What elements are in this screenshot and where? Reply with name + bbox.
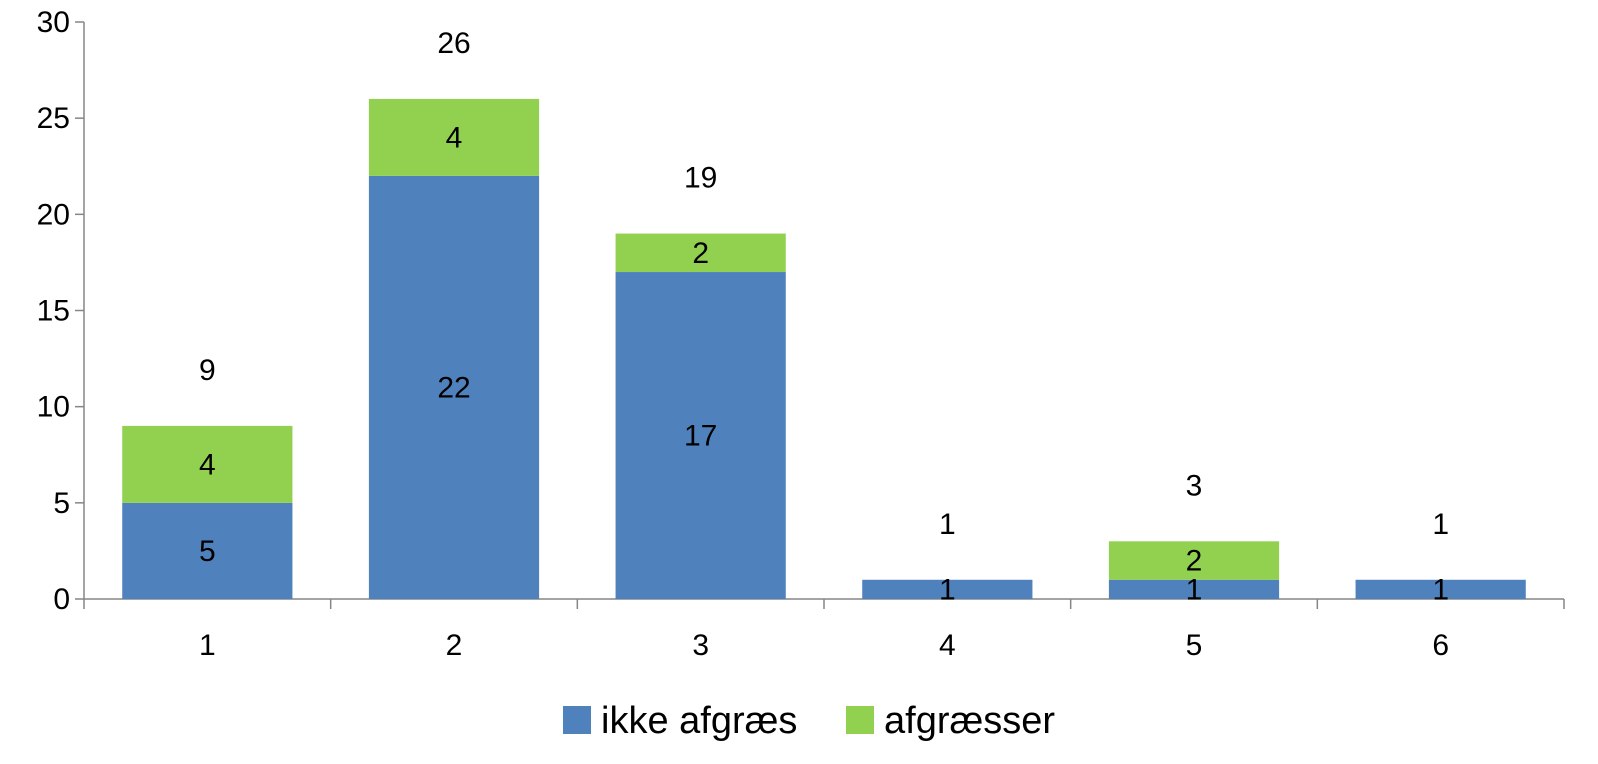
y-tick-label: 30 — [37, 6, 70, 39]
y-tick-label: 25 — [37, 102, 70, 135]
bar-value-label: 1 — [939, 573, 956, 606]
bar-total-label: 19 — [684, 162, 717, 195]
y-tick-label: 5 — [53, 487, 70, 520]
x-tick-label: 2 — [446, 629, 463, 662]
bar-value-label: 4 — [446, 121, 463, 154]
x-tick-label: 1 — [199, 629, 216, 662]
bar-value-label: 17 — [684, 420, 717, 453]
bar-value-label: 2 — [1186, 545, 1203, 578]
legend: ikke afgræs afgræsser — [563, 700, 1055, 742]
bar-total-label: 9 — [199, 354, 216, 387]
legend-label: ikke afgræs — [601, 700, 797, 742]
bar-segment — [615, 272, 786, 599]
bar-value-label: 1 — [1432, 573, 1449, 606]
bar-value-label: 1 — [1186, 573, 1203, 606]
bar-segment — [1108, 541, 1280, 580]
legend-swatch — [846, 706, 874, 734]
bar-segment — [1355, 579, 1526, 599]
y-tick-label: 0 — [53, 583, 70, 616]
bar-value-label: 5 — [199, 535, 216, 568]
bar-segment — [368, 175, 540, 599]
x-tick-label: 3 — [692, 629, 709, 662]
bar-total-label: 3 — [1186, 469, 1203, 502]
bar-total-label: 26 — [437, 27, 470, 60]
legend-label: afgræsser — [884, 700, 1055, 742]
bar-segment — [615, 233, 786, 273]
bar-value-label: 2 — [692, 237, 709, 270]
bar-segment — [1108, 579, 1280, 599]
bar-segment — [368, 98, 540, 176]
bar-value-label: 22 — [437, 371, 470, 404]
y-tick-label: 10 — [37, 391, 70, 424]
y-tick-label: 20 — [37, 198, 70, 231]
x-tick-label: 5 — [1186, 629, 1203, 662]
bar-total-label: 1 — [1432, 508, 1449, 541]
bar-segment — [122, 502, 293, 599]
bar-segment — [122, 425, 293, 503]
legend-swatch — [563, 706, 591, 734]
x-tick-label: 6 — [1432, 629, 1449, 662]
y-tick-label: 15 — [37, 295, 70, 328]
x-tick-label: 4 — [939, 629, 956, 662]
bar-segment — [862, 579, 1033, 599]
bar-value-label: 4 — [199, 448, 216, 481]
bars — [122, 98, 1526, 599]
bar-total-label: 1 — [939, 508, 956, 541]
